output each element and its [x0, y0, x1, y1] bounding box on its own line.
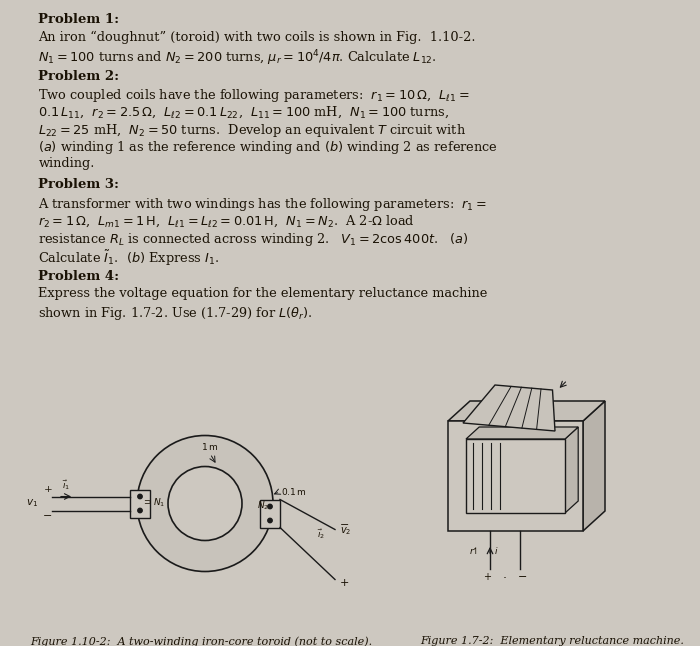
FancyBboxPatch shape — [448, 421, 583, 531]
Text: $N_1 = 100$ turns and $N_2 = 200$ turns, $\mu_r = 10^4/4\pi$. Calculate $L_{12}$: $N_1 = 100$ turns and $N_2 = 200$ turns,… — [38, 48, 437, 68]
Text: $r_2 = 1\,\Omega$,  $L_{m1} = 1\,\mathrm{H}$,  $L_{\ell 1} = L_{\ell 2} = 0.01\,: $r_2 = 1\,\Omega$, $L_{m1} = 1\,\mathrm{… — [38, 213, 415, 229]
Text: An iron “doughnut” (toroid) with two coils is shown in Fig.  1.10-2.: An iron “doughnut” (toroid) with two coi… — [38, 30, 476, 44]
FancyBboxPatch shape — [466, 439, 565, 513]
Text: $\supset N_1$: $\supset N_1$ — [142, 496, 165, 509]
Text: Calculate $\tilde{I}_1$.  $(b)$ Express $I_1$.: Calculate $\tilde{I}_1$. $(b)$ Express $… — [38, 249, 220, 268]
Polygon shape — [463, 385, 555, 431]
Polygon shape — [448, 401, 605, 421]
Text: Figure 1.7-2:  Elementary reluctance machine.: Figure 1.7-2: Elementary reluctance mach… — [420, 636, 684, 646]
Text: $L_{22} = 25$ mH,  $N_2 = 50$ turns.  Develop an equivalent $T$ circuit with: $L_{22} = 25$ mH, $N_2 = 50$ turns. Deve… — [38, 122, 466, 139]
Text: $i$: $i$ — [494, 545, 498, 556]
Text: +: + — [43, 486, 52, 494]
Text: $N_2$: $N_2$ — [257, 499, 269, 512]
Text: $v_2$: $v_2$ — [340, 526, 351, 537]
Text: Problem 2:: Problem 2: — [38, 70, 120, 83]
Circle shape — [137, 435, 273, 572]
Text: Figure 1.10-2:  A two-winding iron-core toroid (not to scale).: Figure 1.10-2: A two-winding iron-core t… — [30, 636, 372, 646]
Text: Problem 3:: Problem 3: — [38, 178, 120, 191]
Text: $\vec{\imath}_1$: $\vec{\imath}_1$ — [62, 478, 70, 492]
Circle shape — [268, 518, 272, 523]
Text: $0.1\,\mathrm{m}$: $0.1\,\mathrm{m}$ — [281, 486, 307, 497]
Polygon shape — [583, 401, 605, 531]
Circle shape — [138, 494, 142, 499]
Circle shape — [268, 505, 272, 508]
Text: Problem 4:: Problem 4: — [38, 270, 120, 283]
Circle shape — [138, 508, 142, 513]
Circle shape — [168, 466, 242, 541]
Text: shown in Fig. 1.7-2. Use (1.7-29) for $L(\theta_r)$.: shown in Fig. 1.7-2. Use (1.7-29) for $L… — [38, 305, 313, 322]
Text: $(a)$ winding 1 as the reference winding and $(b)$ winding 2 as reference: $(a)$ winding 1 as the reference winding… — [38, 140, 498, 156]
Text: $v_1$: $v_1$ — [26, 497, 38, 510]
Text: −: − — [43, 512, 52, 521]
Text: Express the voltage equation for the elementary reluctance machine: Express the voltage equation for the ele… — [38, 287, 488, 300]
Text: +: + — [483, 572, 491, 582]
Text: $r\!\!\upharpoonleft$: $r\!\!\upharpoonleft$ — [469, 545, 478, 556]
Text: A transformer with two windings has the following parameters:  $r_1 =$: A transformer with two windings has the … — [38, 196, 487, 213]
Text: resistance $R_L$ is connected across winding 2.   $V_1 = 2\cos 400t$.   $(a)$: resistance $R_L$ is connected across win… — [38, 231, 469, 248]
Text: Two coupled coils have the following parameters:  $r_1 = 10\,\Omega$,  $L_{\ell : Two coupled coils have the following par… — [38, 87, 470, 104]
Text: Problem 1:: Problem 1: — [38, 13, 120, 26]
Text: ·: · — [503, 572, 507, 585]
Text: −: − — [518, 572, 528, 582]
Text: winding.: winding. — [38, 157, 95, 170]
Polygon shape — [565, 427, 578, 513]
Text: −: − — [340, 521, 349, 530]
Text: $0.1\,L_{11}$,  $r_2 = 2.5\,\Omega$,  $L_{\ell 2} = 0.1\,L_{22}$,  $L_{11} = 100: $0.1\,L_{11}$, $r_2 = 2.5\,\Omega$, $L_{… — [38, 105, 449, 120]
Text: +: + — [340, 578, 349, 587]
Polygon shape — [466, 427, 578, 439]
Text: $\vec{\imath}_2$: $\vec{\imath}_2$ — [316, 528, 325, 541]
FancyBboxPatch shape — [260, 499, 280, 528]
FancyBboxPatch shape — [130, 490, 150, 517]
Text: $1\,\mathrm{m}$: $1\,\mathrm{m}$ — [202, 441, 218, 452]
